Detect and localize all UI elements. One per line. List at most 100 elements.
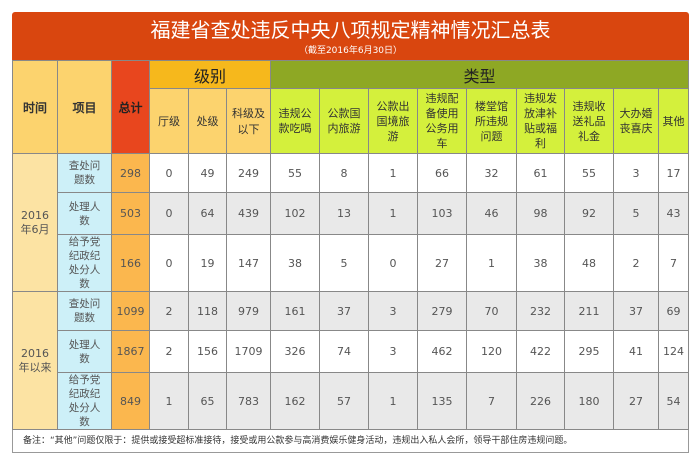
title-band: 福建省查处违反中央八项规定精神情况汇总表 （截至2016年6月30日） [12,12,689,60]
value-cell: 3 [368,291,419,331]
value-cell: 161 [270,291,321,331]
header-type-8: 其他 [658,88,689,154]
total-cell: 166 [111,234,150,292]
value-cell: 156 [188,330,227,373]
value-cell: 13 [319,192,370,235]
page-title: 福建省查处违反中央八项规定精神情况汇总表 [150,18,551,42]
value-cell: 8 [319,153,370,193]
value-cell: 226 [516,372,566,430]
table-row: 2016年6月 查处问题数 298 0 49 249 55 8 1 66 32 61 55 3 17 [12,153,689,292]
header-level-group: 级别 [148,60,272,89]
value-cell: 180 [564,372,615,430]
value-cell: 0 [149,153,189,193]
value-cell: 43 [658,192,689,235]
value-cell: 102 [270,192,321,235]
summary-table: 时间 项目 总计 级别 类型 厅级 处级 科级及以下 违规公款吃喝 公款国内旅游 公款出国… [12,60,689,430]
value-cell: 249 [225,153,272,193]
value-cell: 118 [188,291,227,331]
value-cell: 3 [368,330,419,373]
value-cell: 19 [188,234,227,292]
table-row: 2016年以来 查处问题数 1099 2 118 979 161 37 3 279 70 232 211… [12,291,689,430]
value-cell: 27 [613,372,660,430]
value-cell: 7 [466,372,518,430]
value-cell: 1 [466,234,518,292]
table-row: 处理人数 503 0 64 439 102 13 1 103 46 98 92 5 43 [13,192,689,235]
header-type-5: 违规发放津补贴或福利 [516,88,566,154]
value-cell: 0 [149,234,189,292]
item-cell: 给予党纪政纪处分人数 [57,234,112,292]
value-cell: 32 [466,153,518,193]
value-cell: 38 [270,234,321,292]
page-subtitle: （截至2016年6月30日） [298,46,403,56]
item-cell: 处理人数 [57,192,112,235]
value-cell: 92 [564,192,615,235]
value-cell: 232 [516,291,566,331]
value-cell: 1 [149,372,189,430]
value-cell: 211 [564,291,615,331]
value-cell: 1709 [225,330,272,373]
value-cell: 103 [417,192,468,235]
value-cell: 279 [417,291,468,331]
value-cell: 1 [368,153,419,193]
footnote: 备注：“其他”问题仅限于：提供或接受超标准接待，接受或用公款参与高消费娱乐健身活… [12,430,689,453]
value-cell: 0 [149,192,189,235]
time-cell: 2016年以来 [12,291,58,430]
value-cell: 48 [564,234,615,292]
value-cell: 49 [188,153,227,193]
time-cell: 2016年6月 [12,153,58,292]
value-cell: 1 [368,192,419,235]
value-cell: 54 [658,372,689,430]
value-cell: 17 [658,153,689,193]
value-cell: 37 [319,291,370,331]
total-cell: 1867 [111,330,150,373]
value-cell: 27 [417,234,468,292]
value-cell: 462 [417,330,468,373]
value-cell: 120 [466,330,518,373]
header-level-0: 厅级 [149,88,189,154]
value-cell: 70 [466,291,518,331]
header-total: 总计 [111,60,150,154]
total-cell: 503 [111,192,150,235]
total-cell: 298 [111,153,150,193]
value-cell: 5 [319,234,370,292]
header-type-1: 公款国内旅游 [319,88,370,154]
value-cell: 326 [270,330,321,373]
value-cell: 3 [613,153,660,193]
header-type-group: 类型 [270,60,689,89]
header-type-7: 大办婚丧喜庆 [613,88,660,154]
value-cell: 64 [188,192,227,235]
value-cell: 422 [516,330,566,373]
item-cell: 查处问题数 [57,291,112,331]
value-cell: 65 [188,372,227,430]
value-cell: 38 [516,234,566,292]
value-cell: 295 [564,330,615,373]
value-cell: 61 [516,153,566,193]
value-cell: 1 [368,372,419,430]
header-type-2: 公款出国境旅游 [368,88,419,154]
header-time: 时间 [12,60,58,154]
value-cell: 979 [225,291,272,331]
header-item: 项目 [57,60,112,154]
value-cell: 7 [658,234,689,292]
value-cell: 55 [270,153,321,193]
value-cell: 2 [149,330,189,373]
value-cell: 37 [613,291,660,331]
value-cell: 66 [417,153,468,193]
value-cell: 162 [270,372,321,430]
summary-table-container: 福建省查处违反中央八项规定精神情况汇总表 （截至2016年6月30日） 时间 项… [12,12,689,453]
table-row: 给予党纪政纪处分人数 849 1 65 783 162 57 1 135 7 226 180 27 54 [13,372,689,430]
header-type-3: 违规配备使用公务用车 [417,88,468,154]
value-cell: 57 [319,372,370,430]
value-cell: 147 [225,234,272,292]
total-cell: 1099 [111,291,150,331]
value-cell: 55 [564,153,615,193]
table-row: 处理人数 1867 2 156 1709 326 74 3 462 120 422 295 41 124 [13,330,689,373]
header-level-2: 科级及以下 [225,88,272,154]
value-cell: 69 [658,291,689,331]
value-cell: 41 [613,330,660,373]
header-level-1: 处级 [188,88,227,154]
value-cell: 74 [319,330,370,373]
table-row: 给予党纪政纪处分人数 166 0 19 147 38 5 0 27 1 38 48 2 7 [13,234,689,292]
value-cell: 46 [466,192,518,235]
value-cell: 2 [149,291,189,331]
